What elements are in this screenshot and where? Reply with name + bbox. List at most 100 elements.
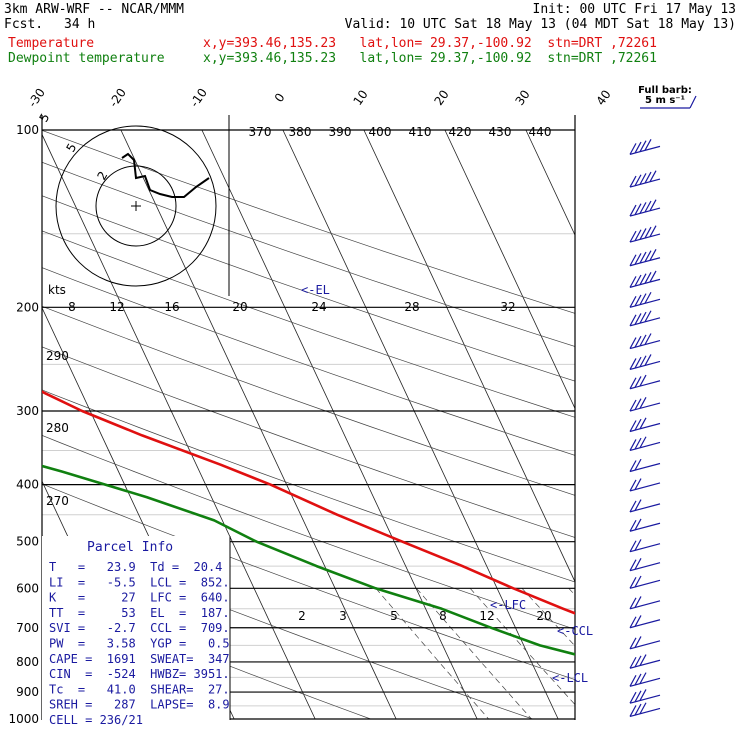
wind-barb <box>629 575 661 589</box>
mixing-ratio-label: 12 <box>479 609 494 623</box>
isotherm <box>201 129 478 720</box>
wind-barb <box>629 654 661 669</box>
isotherm <box>363 129 575 583</box>
hodograph-axis-label: 32 <box>500 300 515 314</box>
pressure-tick-label: 1000 <box>8 712 39 726</box>
mixing-ratio-line <box>375 588 489 720</box>
parcel-row: K = 27 LFC = 640. <box>49 591 230 605</box>
theta-label: 410 <box>409 125 432 139</box>
model-title: 3km ARW-WRF -- NCAR/MMM <box>4 2 185 17</box>
sounding-traces <box>42 390 575 656</box>
hodograph-unit: kts <box>48 283 66 297</box>
hodograph-ring-label: 2 <box>94 169 110 183</box>
pressure-tick-label: 400 <box>16 478 39 492</box>
pressure-tick-label: 300 <box>16 404 39 418</box>
isotherm <box>120 129 397 720</box>
isotherm-label: 30 <box>513 87 533 108</box>
pressure-tick-label: 100 <box>16 123 39 137</box>
hodograph-ring <box>55 125 217 287</box>
mixing-ratio-line <box>416 588 532 720</box>
temperature-legend: Temperature <box>8 36 95 51</box>
valid-time: Valid: 10 UTC Sat 18 May 13 (04 MDT Sat … <box>344 17 736 32</box>
dry-adiabat <box>42 435 575 630</box>
isotherm <box>525 129 575 237</box>
theta-label: 370 <box>249 125 272 139</box>
parcel-row: Tc = 41.0 SHEAR= 27. <box>49 682 230 696</box>
dry-adiabat <box>42 483 575 680</box>
isotherm <box>444 129 575 410</box>
wind-barb <box>629 558 661 572</box>
wind-barb <box>629 478 661 492</box>
wind-barb <box>629 539 661 553</box>
pressure-tick-label: 900 <box>16 685 39 699</box>
theta-label: 270 <box>46 494 69 508</box>
wind-barb <box>629 199 661 217</box>
dry-adiabat <box>42 346 575 538</box>
pressure-tick-label: 500 <box>16 535 39 549</box>
temperature-location-info: x,y=393.46,135.23 lat,lon= 29.37,-100.92… <box>203 36 657 51</box>
wind-barb <box>629 270 661 288</box>
hodograph-axis-label: 24 <box>311 300 326 314</box>
mixing-ratio-line <box>521 588 575 647</box>
level-marker: <-LFC <box>490 598 526 612</box>
dewpoint-trace <box>42 464 575 656</box>
hodograph-axis-label: 16 <box>164 300 179 314</box>
hodograph-axis-label: 8 <box>68 300 76 314</box>
isotherm-label: 0 <box>272 91 288 105</box>
parcel-row: SVI = -2.7 CCL = 709. <box>49 621 230 635</box>
dewpoint-location-info: x,y=393.46,135.23 lat,lon= 29.37,-100.92… <box>203 51 657 66</box>
isotherm-label: -20 <box>106 86 129 110</box>
dry-adiabat <box>42 267 575 456</box>
dry-adiabat <box>42 305 575 496</box>
temperature-trace <box>42 390 575 615</box>
dry-adiabat <box>42 591 371 720</box>
wind-barb <box>629 518 661 532</box>
barb-key-title: Full barb: <box>638 85 692 96</box>
level-marker: <-EL <box>301 283 330 297</box>
theta-label: 390 <box>329 125 352 139</box>
mixing-ratio-label: 3 <box>339 609 347 623</box>
isotherm <box>688 130 740 719</box>
isotherm <box>282 129 559 720</box>
level-marker: <-CCL <box>557 624 593 638</box>
isotherm-label: 10 <box>351 87 371 108</box>
isotherm <box>42 133 316 720</box>
dewpoint-legend: Dewpoint temperature <box>8 51 165 66</box>
wind-barb <box>629 689 661 704</box>
parcel-background <box>42 536 230 720</box>
level-marker: <-LCL <box>552 671 588 685</box>
pressure-tick-label: 200 <box>16 300 39 314</box>
theta-label: 440 <box>529 125 552 139</box>
wind-barb <box>629 170 661 188</box>
mixing-ratio-line <box>681 588 740 719</box>
hodograph-trace <box>121 152 210 198</box>
theta-label: 380 <box>289 125 312 139</box>
theta-label: 430 <box>489 125 512 139</box>
wind-barb <box>629 225 661 243</box>
wind-barb <box>629 397 661 412</box>
hodograph-axis-label: 28 <box>404 300 419 314</box>
level-markers: <-EL <-LFC <-CCL <-LCL <box>301 283 593 685</box>
mixing-ratio-label: 2 <box>298 609 306 623</box>
parcel-row: CIN = -524 HWBZ= 3951. <box>49 667 230 681</box>
theta-label: 400 <box>369 125 392 139</box>
wind-barb <box>629 458 661 473</box>
wind-barb <box>629 499 661 513</box>
parcel-info-box: Parcel Info T = 23.9 Td = 20.4LI = -5.5 L… <box>42 536 231 727</box>
hodograph-axis-label: 20 <box>232 300 247 314</box>
parcel-row: PW = 3.58 YGP = 0.5 <box>49 637 230 651</box>
init-time: Init: 00 UTC Fri 17 May 13 <box>532 2 737 17</box>
dry-adiabat <box>42 230 575 418</box>
parcel-row: TT = 53 EL = 187. <box>49 606 230 620</box>
isotherm-label: 40 <box>594 87 614 108</box>
mixing-ratio-label: 8 <box>439 609 447 623</box>
wind-barb <box>629 333 661 350</box>
theta-label: 280 <box>46 421 69 435</box>
barb-key-speed: 5 m s⁻¹ <box>645 95 685 106</box>
wind-barb <box>629 636 661 650</box>
parcel-row: CAPE = 1691 SWEAT= 347 <box>49 652 230 666</box>
parcel-title: Parcel Info <box>87 540 173 555</box>
wind-barb <box>629 672 661 687</box>
